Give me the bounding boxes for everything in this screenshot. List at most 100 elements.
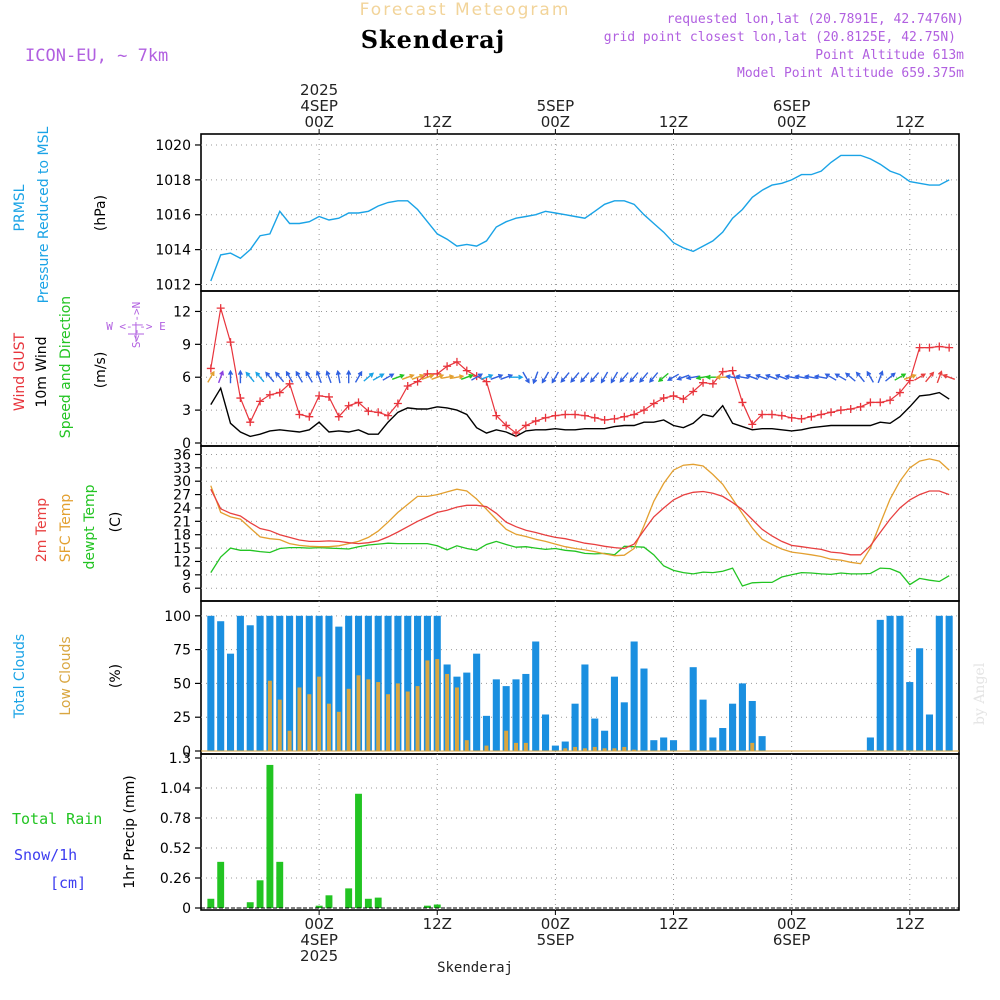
wind-direction-arrow (580, 372, 590, 383)
gust-marker (531, 417, 540, 426)
temp-frame (200, 445, 960, 602)
total-clouds-bar (502, 686, 510, 751)
pressure-unit: (hPa) (93, 195, 109, 231)
wind-direction-arrow (560, 372, 570, 383)
rain-bar (266, 764, 274, 908)
gust-marker (935, 342, 944, 351)
gust-marker (876, 398, 885, 407)
rain-bar (423, 905, 431, 908)
total-clouds-bar (492, 679, 500, 751)
low-clouds-bar (582, 748, 587, 751)
gust-marker (551, 411, 560, 420)
gust-marker (285, 379, 294, 388)
wind-direction-arrow (824, 373, 837, 381)
temp-ytick-label: 24 (173, 501, 191, 517)
gust-marker (728, 366, 737, 375)
footer-location: Skenderaj (437, 960, 513, 976)
wind-direction-arrow (510, 374, 524, 380)
top-time-label: 12Z (659, 113, 688, 131)
pressure-ytick-label: 1012 (155, 278, 191, 294)
low-clouds-bar (612, 748, 617, 751)
total-clouds-bar (551, 745, 559, 751)
gust-marker (610, 414, 619, 423)
credit: by Angel (972, 662, 988, 725)
wind-direction-arrow (764, 373, 778, 380)
bottom-time-label: 12Z (423, 915, 452, 933)
gust-marker (767, 410, 776, 419)
low-clouds-bar (523, 742, 528, 751)
total-clouds-bar (226, 653, 235, 751)
bottom-time-label: 6SEP (773, 931, 811, 949)
wind-ytick-label: 12 (173, 304, 191, 320)
gust-marker (895, 388, 904, 397)
gust-marker (679, 395, 688, 404)
gust-marker (393, 399, 402, 408)
total-clouds-bar (561, 741, 569, 751)
pressure-ytick-label: 1020 (155, 138, 191, 154)
wind-direction-arrow (372, 373, 385, 381)
temp-ytick-label: 33 (173, 461, 191, 477)
wind-direction-arrow (382, 373, 395, 381)
gust-marker (216, 304, 225, 313)
wind-direction-arrow (335, 369, 341, 384)
low-clouds-bar (356, 675, 361, 751)
rain-bar (276, 861, 284, 908)
gust-marker (689, 387, 698, 396)
low-clouds-bar (317, 676, 322, 751)
total-clouds-bar (335, 626, 343, 751)
low-clouds-bar (327, 703, 331, 751)
gust-marker (659, 394, 668, 403)
low-clouds-bar (346, 688, 351, 751)
gust-marker (866, 398, 875, 407)
total-clouds-bar (886, 615, 894, 751)
gust-marker (797, 414, 806, 423)
wind-direction-arrow (217, 370, 224, 384)
total-clouds-bar (906, 682, 914, 751)
wind-direction-arrow (471, 373, 484, 381)
temp2m-line (210, 488, 950, 556)
low-clouds-bar (445, 673, 450, 751)
wind10m-label: 10m Wind (34, 336, 50, 407)
total-clouds-bar (916, 648, 924, 751)
clouds-unit: (%) (108, 664, 124, 688)
total-clouds-bar (384, 615, 392, 751)
gust-marker (265, 390, 274, 399)
wind-direction-arrow (629, 372, 639, 383)
pressure-ytick-label: 1014 (155, 243, 191, 259)
bottom-time-label: 00Z (777, 915, 806, 933)
wind-direction-arrow (295, 370, 304, 383)
total-clouds-bar (709, 737, 717, 751)
gust-marker (226, 338, 235, 347)
precip-unit: 1hr Precip (mm) (122, 775, 138, 888)
total-clouds-bar (650, 740, 658, 751)
gust-marker (502, 421, 511, 430)
gust-marker (620, 412, 629, 421)
total-clouds-bar (414, 615, 422, 751)
low-clouds-bar (376, 682, 381, 751)
wind-direction-arrow (541, 371, 550, 384)
wind-direction-arrow (411, 373, 425, 380)
wind-direction-arrow (894, 373, 907, 381)
pressure-label-short: PRMSL (12, 184, 28, 231)
total-clouds-bar (591, 718, 599, 751)
wind-ytick-label: 0 (182, 436, 191, 452)
gust-marker (246, 418, 255, 427)
top-time-label: 12Z (423, 113, 452, 131)
gust-marker (403, 381, 412, 390)
precip-panel: 0 0.26 0.52 0.78 1.04 1.3 (160, 751, 960, 917)
temp-ytick-label: 30 (173, 474, 191, 490)
low-clouds-bar (514, 742, 518, 751)
gust-marker (206, 364, 215, 373)
low-clouds-bar (297, 687, 302, 751)
total-clouds-bar (758, 736, 766, 751)
wind-direction-arrow (391, 373, 405, 380)
total-clouds-bar (601, 730, 609, 751)
temp2m-label: 2m Temp (34, 498, 50, 562)
wind-direction-arrow (490, 373, 504, 380)
wind-direction-arrow (774, 373, 788, 380)
wind-direction-arrow (649, 372, 659, 383)
bottom-time-label: 00Z (304, 915, 333, 933)
total-clouds-bar (581, 664, 589, 751)
rain-bar (256, 880, 264, 908)
